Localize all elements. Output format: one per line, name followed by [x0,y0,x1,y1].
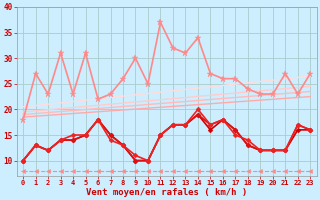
X-axis label: Vent moyen/en rafales ( km/h ): Vent moyen/en rafales ( km/h ) [86,188,247,197]
